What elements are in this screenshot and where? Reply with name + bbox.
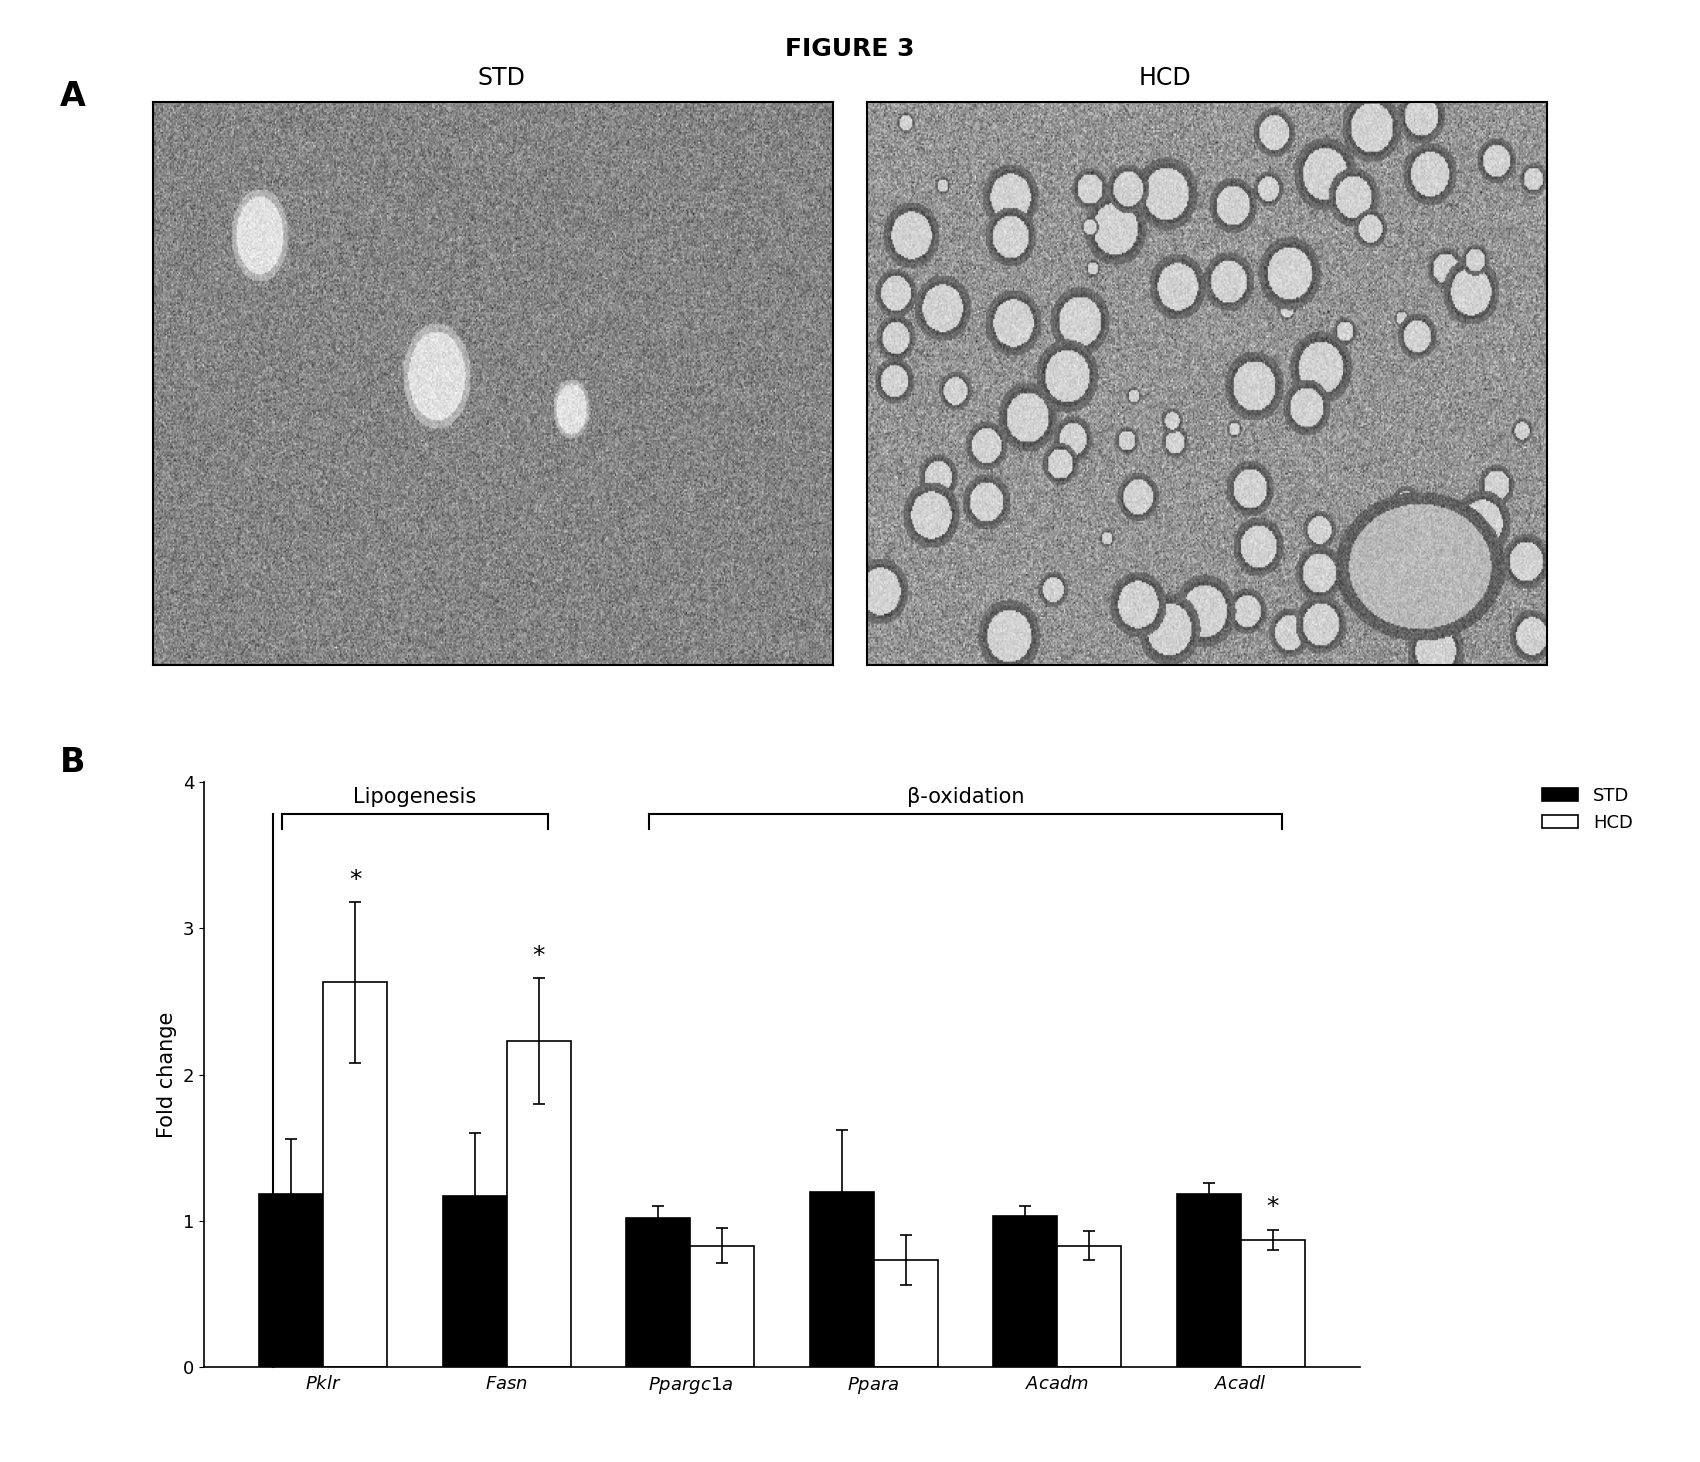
Text: *: * [348, 868, 362, 892]
Bar [809, 1192, 874, 1367]
Bar [258, 1194, 323, 1367]
Bar [993, 1216, 1057, 1367]
Text: *: * [1266, 1196, 1278, 1219]
Y-axis label: Fold change: Fold change [156, 1012, 177, 1137]
Text: FIGURE 3: FIGURE 3 [785, 37, 915, 60]
Bar [690, 1246, 755, 1367]
Bar [1057, 1246, 1122, 1367]
Text: β-oxidation: β-oxidation [906, 787, 1023, 807]
Bar [442, 1196, 507, 1367]
Bar [1176, 1194, 1241, 1367]
Bar [323, 982, 388, 1367]
Text: A: A [60, 80, 85, 114]
Bar [507, 1041, 571, 1367]
Bar [874, 1260, 938, 1367]
Text: Lipogenesis: Lipogenesis [354, 787, 476, 807]
Text: B: B [60, 746, 85, 779]
Bar [1241, 1240, 1306, 1367]
Text: HCD: HCD [1139, 66, 1190, 89]
Text: STD: STD [478, 66, 525, 89]
Bar [626, 1218, 690, 1367]
Text: *: * [532, 944, 546, 968]
Legend: STD, HCD: STD, HCD [1535, 779, 1640, 839]
